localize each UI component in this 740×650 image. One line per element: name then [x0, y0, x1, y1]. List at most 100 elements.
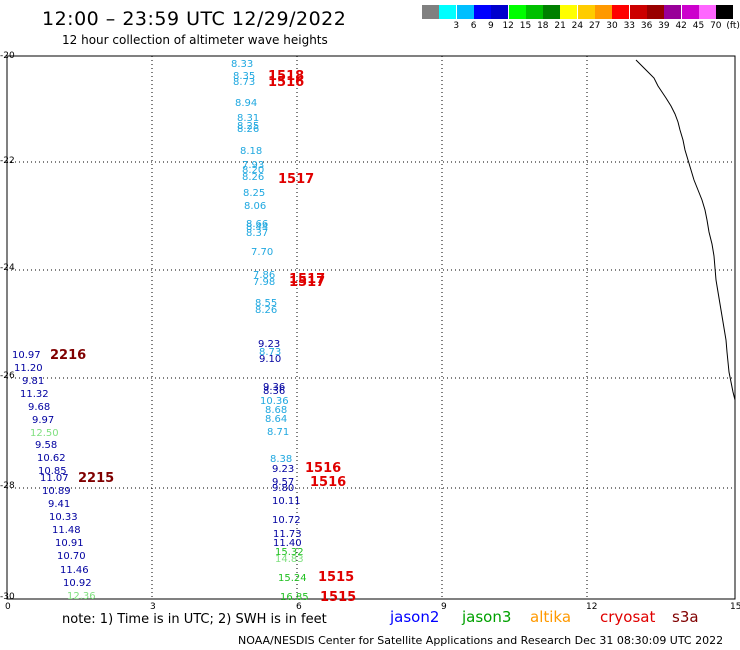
footer-note: note: 1) Time is in UTC; 2) SWH is in fe… — [62, 612, 327, 627]
wave-height-value: 8.38 — [270, 454, 292, 465]
legend-swatch — [491, 5, 509, 19]
wave-height-value: 8.26 — [242, 172, 264, 183]
wave-height-value: 10.72 — [272, 515, 301, 526]
legend-swatch — [612, 5, 630, 19]
pass-number-label: 1517 — [289, 275, 325, 290]
legend-label: 21 — [554, 21, 566, 31]
legend-swatch — [508, 5, 526, 19]
pass-number-label: 1516 — [268, 75, 304, 90]
legend-label: 15 — [519, 21, 532, 31]
wave-height-value: 9.97 — [32, 415, 54, 426]
wave-height-value: 11.48 — [52, 525, 81, 536]
x-tick-label: 9 — [441, 602, 447, 612]
y-tick-label: -22 — [0, 156, 15, 166]
wave-height-value: 15.32 — [275, 547, 304, 558]
pass-number-label: 1515 — [320, 590, 356, 605]
wave-height-value: 9.57 — [272, 477, 294, 488]
pass-number-label: 1516 — [310, 475, 346, 490]
legend-label: 70 — [710, 21, 722, 31]
wave-height-value: 8.44 — [246, 222, 268, 233]
wave-height-value: 16.85 — [280, 592, 309, 603]
sat-label-jason3: jason3 — [462, 608, 512, 626]
wave-height-value: 9.81 — [22, 376, 44, 387]
legend-swatch — [422, 5, 439, 19]
wave-height-value: 10.33 — [49, 512, 78, 523]
wave-height-value: 11.40 — [273, 538, 302, 549]
legend-label: 6 — [470, 21, 477, 31]
legend-swatch — [456, 5, 474, 19]
wave-height-value: 10.97 — [12, 350, 41, 361]
legend-swatch — [439, 5, 457, 19]
legend-label: 9 — [488, 21, 494, 31]
wave-height-value: 8.73 — [259, 347, 281, 358]
wave-height-value: 14.83 — [275, 554, 304, 565]
legend-swatch — [543, 5, 561, 19]
wave-height-value: 8.31 — [237, 113, 259, 124]
legend-label: 24 — [571, 21, 584, 31]
coastline — [635, 59, 736, 401]
wave-height-value: 11.46 — [60, 565, 89, 576]
sat-label-s3a: s3a — [672, 608, 699, 626]
wave-height-value: 8.26 — [255, 305, 277, 316]
wave-height-value: 10.85 — [38, 466, 67, 477]
wave-height-value: 7.86 — [253, 270, 275, 281]
pass-number-label: 1516 — [305, 461, 341, 476]
wave-height-value: 10.11 — [272, 496, 301, 507]
wave-height-value: 12.36 — [67, 591, 96, 602]
legend-swatch — [560, 5, 578, 19]
sat-label-jason2: jason2 — [390, 608, 440, 626]
legend-swatch — [681, 5, 699, 19]
x-tick-label: 15 — [730, 602, 740, 612]
wave-height-value: 8.36 — [263, 386, 285, 397]
wave-height-value: 8.33 — [231, 59, 253, 70]
legend-swatch — [473, 5, 491, 19]
map-gridlines — [7, 56, 735, 599]
sat-label-cryosat: cryosat — [600, 608, 656, 626]
wave-height-value: 8.68 — [265, 405, 287, 416]
wave-height-value: 9.10 — [259, 354, 281, 365]
wave-height-value: 10.92 — [63, 578, 92, 589]
legend-label: (ft) — [726, 21, 740, 31]
legend-label: 30 — [606, 21, 618, 31]
pass-number-label: 2216 — [50, 348, 86, 363]
wave-height-value: 8.64 — [265, 414, 287, 425]
x-tick-label: 6 — [296, 602, 302, 612]
legend-label: 45 — [692, 21, 705, 31]
wave-height-value: 7.98 — [253, 277, 275, 288]
wave-height-value: 9.23 — [272, 464, 294, 475]
pass-number-label: 1518 — [268, 69, 304, 84]
legend-label: 18 — [537, 21, 549, 31]
wave-height-value: 8.18 — [240, 146, 262, 157]
y-tick-label: -24 — [0, 263, 15, 273]
wave-height-value: 15.24 — [278, 573, 307, 584]
wave-height-value: 8.26 — [237, 124, 259, 135]
legend-swatch — [629, 5, 647, 19]
pass-number-label: 2215 — [78, 471, 114, 486]
page-title: 12:00 – 23:59 UTC 12/29/2022 — [42, 8, 347, 30]
legend-swatch — [525, 5, 543, 19]
wave-height-value: 9.68 — [28, 402, 50, 413]
legend-label: 12 — [502, 21, 514, 31]
wave-height-value: 12.50 — [30, 428, 59, 439]
wave-height-value: 7.93 — [242, 160, 264, 171]
wave-height-value: 11.07 — [40, 473, 69, 484]
wave-height-value: 8.25 — [237, 121, 259, 132]
wave-height-value: 8.73 — [233, 77, 255, 88]
wave-height-value: 8.06 — [244, 201, 266, 212]
legend-label: 39 — [658, 21, 670, 31]
wave-height-value: 7.70 — [251, 247, 273, 258]
wave-height-value: 9.80 — [272, 483, 294, 494]
legend-label: 36 — [640, 21, 653, 31]
wave-height-value: 10.91 — [55, 538, 84, 549]
x-tick-label: 0 — [5, 602, 11, 612]
legend-swatch — [664, 5, 682, 19]
wave-height-value: 9.36 — [263, 382, 285, 393]
y-tick-label: -26 — [0, 371, 15, 381]
wave-height-value: 10.89 — [42, 486, 71, 497]
footer-credit: NOAA/NESDIS Center for Satellite Applica… — [238, 634, 724, 647]
x-tick-label: 3 — [150, 602, 156, 612]
y-tick-label: -30 — [0, 592, 15, 602]
wave-height-value: 10.62 — [37, 453, 66, 464]
